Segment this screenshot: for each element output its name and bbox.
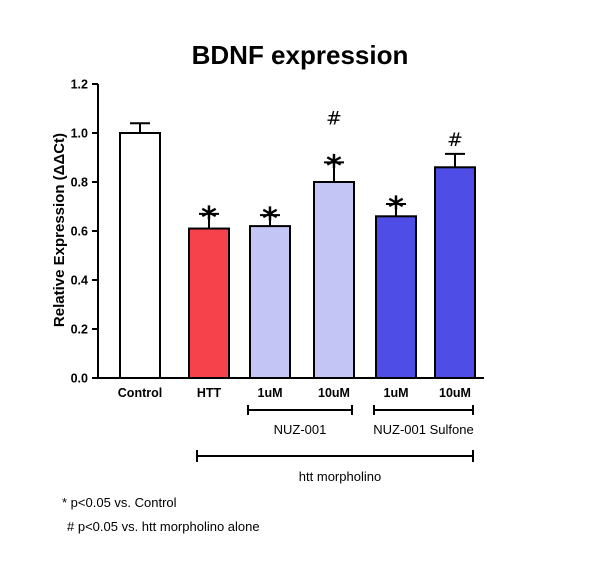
y-tick-label: 1.2 — [71, 78, 88, 92]
outer-group-label: htt morpholino — [299, 469, 381, 484]
y-tick-label: 0.0 — [71, 372, 88, 386]
y-axis-label: Relative Expression (ΔΔCt) — [51, 133, 68, 327]
bar — [119, 132, 161, 379]
bar — [313, 181, 355, 379]
x-tick-label: 10uM — [318, 386, 350, 400]
footnote-control: * p<0.05 vs. Control — [62, 495, 177, 510]
x-tick-label: 1uM — [258, 386, 283, 400]
y-tick-label: 0.2 — [71, 323, 88, 337]
significance-star: * — [201, 201, 217, 236]
significance-hash: # — [326, 107, 342, 129]
group-label: NUZ-001 — [274, 422, 327, 437]
x-tick-label: 10uM — [439, 386, 471, 400]
bar — [249, 225, 291, 379]
x-tick-label: Control — [118, 386, 162, 400]
y-tick-label: 0.6 — [71, 225, 88, 239]
significance-star: * — [326, 149, 342, 184]
significance-star: * — [262, 202, 278, 237]
y-tick-label: 0.4 — [71, 274, 88, 288]
bar — [434, 166, 476, 379]
x-tick-label: 1uM — [384, 386, 409, 400]
x-tick-label: HTT — [197, 386, 222, 400]
significance-hash: # — [447, 129, 463, 151]
chart-title: BDNF expression — [192, 40, 409, 70]
footnote-morpholino: # p<0.05 vs. htt morpholino alone — [67, 519, 260, 534]
group-label: NUZ-001 Sulfone — [373, 422, 473, 437]
bar — [188, 227, 230, 379]
significance-star: * — [388, 191, 404, 226]
plot-area: 0.0 0.2 0.4 0.6 0.8 1.0 1.2 Control * HTT * 1uM * #10… — [71, 78, 484, 484]
y-tick-label: 1.0 — [71, 127, 88, 141]
y-tick-label: 0.8 — [71, 176, 88, 190]
bar — [375, 215, 417, 379]
